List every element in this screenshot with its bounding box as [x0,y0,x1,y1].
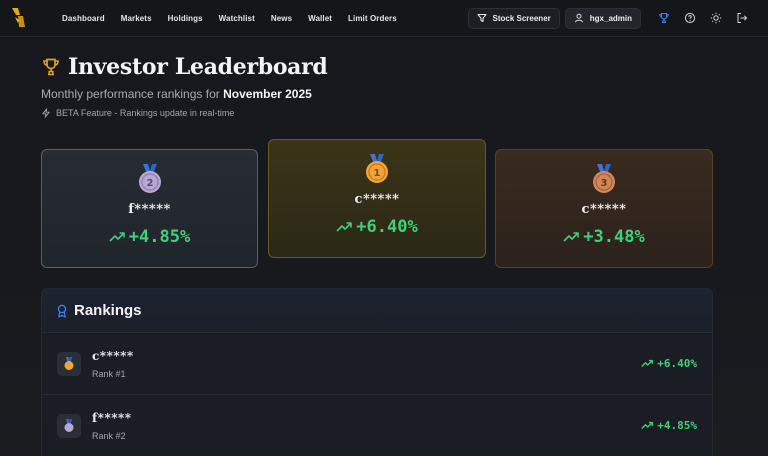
podium-card-third[interactable]: 3 c***** +3.48% [495,149,713,268]
ranking-row-name: f***** [92,410,132,425]
ranking-row-change: +4.85% [641,419,697,432]
svg-text:2: 2 [146,178,153,189]
svg-text:1: 1 [374,168,381,179]
stock-screener-label: Stock Screener [492,13,551,23]
filter-icon [476,13,487,23]
leaderboard-trophy-button[interactable] [656,10,672,26]
ranking-row-change: +6.40% [641,357,697,370]
ranking-row[interactable]: c***** Rank #1 +6.40% [42,333,712,395]
podium-second-name: f***** [128,202,171,217]
silver-medal-icon: 2 [138,164,161,193]
rank-badge [57,413,81,438]
trending-up-icon [336,222,353,232]
user-icon [574,13,583,23]
podium-card-second[interactable]: 2 f***** +4.85% [41,149,258,268]
svg-text:3: 3 [601,178,608,189]
gold-medal-icon: 1 [366,154,388,183]
silver-medal-icon [64,418,74,432]
rankings-panel: Rankings c***** Rank #1 +6.40% [41,288,713,456]
ranking-row-name: c***** [92,348,134,363]
trending-up-icon [641,421,654,429]
page-subtitle: Monthly performance rankings for Novembe… [41,87,312,101]
trophy-icon [659,12,669,23]
ranking-row-change-value: +6.40% [657,357,697,370]
lightning-icon [42,108,50,118]
logo-icon[interactable] [9,7,27,29]
podium-third-change: +3.48% [563,227,645,247]
theme-toggle-button[interactable] [708,10,724,26]
username-label: hgx_admin [589,13,632,23]
nav-watchlist[interactable]: Watchlist [218,13,255,23]
podium-third-name: c***** [581,202,627,217]
podium-second-change-value: +4.85% [128,227,191,247]
podium-first-name: c***** [354,192,400,207]
trophy-icon [43,58,59,76]
trending-up-icon [563,232,580,242]
rankings-header: Rankings [42,289,712,333]
rank-badge [57,351,81,376]
page-title: Investor Leaderboard [68,54,328,80]
subtitle-prefix: Monthly performance rankings for [41,87,224,101]
podium-first-change: +6.40% [336,217,418,237]
page-header: Investor Leaderboard [41,54,328,80]
beta-note-text: BETA Feature - Rankings update in real-t… [56,108,235,118]
ranking-row-rank: Rank #2 [92,430,126,441]
ranking-row-info: f***** Rank #2 [92,411,132,441]
podium-second-change: +4.85% [109,227,190,247]
ranking-row-info: c***** Rank #1 [92,349,134,379]
nav-wallet[interactable]: Wallet [308,13,333,23]
rankings-title: Rankings [74,302,142,319]
podium-first-change-value: +6.40% [356,217,418,237]
user-menu-button[interactable]: hgx_admin [564,7,641,29]
ranking-row-rank: Rank #1 [92,368,126,379]
ranking-row[interactable]: f***** Rank #2 +4.85% [42,395,712,456]
trending-up-icon [641,359,654,367]
nav-dashboard[interactable]: Dashboard [62,13,105,23]
award-icon [57,304,67,318]
nav-news[interactable]: News [270,13,293,23]
beta-note: BETA Feature - Rankings update in real-t… [41,108,234,118]
podium-card-first[interactable]: 1 c***** +6.40% [268,139,486,258]
logout-button[interactable] [734,10,750,26]
nav-actions: Stock Screener hgx_admin [467,7,751,29]
logout-icon [737,13,748,23]
subtitle-month: November 2025 [223,87,312,101]
stock-screener-button[interactable]: Stock Screener [467,7,560,29]
help-button[interactable] [682,10,698,26]
top-nav: Dashboard Markets Holdings Watchlist New… [0,0,768,37]
sun-icon [710,12,722,24]
nav-links: Dashboard Markets Holdings Watchlist New… [54,0,405,36]
help-icon [684,12,696,24]
trending-up-icon [109,232,125,242]
nav-holdings[interactable]: Holdings [167,13,203,23]
ranking-row-change-value: +4.85% [657,419,697,432]
podium-third-change-value: +3.48% [583,227,645,247]
nav-limit-orders[interactable]: Limit Orders [348,13,397,23]
nav-markets[interactable]: Markets [120,13,152,23]
gold-medal-icon [64,356,74,370]
bronze-medal-icon: 3 [593,164,615,193]
